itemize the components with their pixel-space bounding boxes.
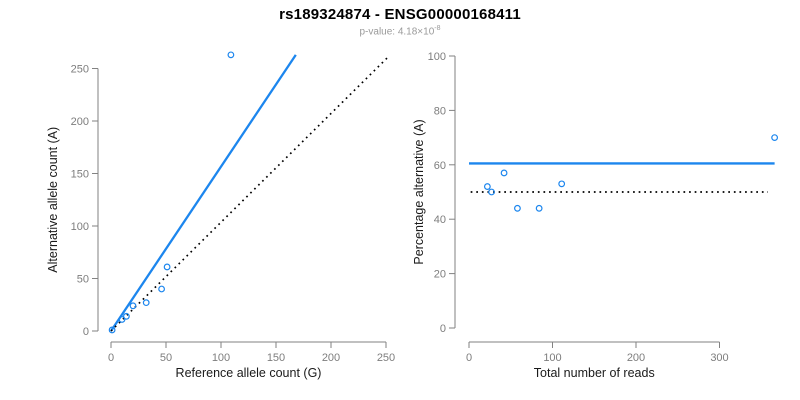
y-tick-label: 0 bbox=[440, 323, 446, 335]
data-point bbox=[558, 180, 566, 188]
fit-line bbox=[110, 54, 297, 332]
y-tick-label: 0 bbox=[83, 326, 89, 338]
x-tick-label: 150 bbox=[267, 352, 285, 364]
y-tick-label: 60 bbox=[434, 160, 446, 172]
data-point bbox=[142, 299, 150, 307]
x-axis-title: Reference allele count (G) bbox=[176, 366, 322, 380]
x-tick-label: 200 bbox=[322, 352, 340, 364]
data-point bbox=[129, 302, 137, 310]
y-tick-label: 40 bbox=[434, 214, 446, 226]
data-point bbox=[514, 204, 521, 212]
data-points bbox=[108, 51, 235, 334]
x-tick-label: 100 bbox=[543, 352, 561, 364]
pvalue-subtitle: p-value: 4.18×10-8 bbox=[0, 25, 800, 37]
x-tick-label: 250 bbox=[377, 352, 395, 364]
percentage-alternative-scatter: 0 100 200 300 Total number of reads 0 20 40 60 80… bbox=[412, 51, 779, 380]
identity-line bbox=[110, 57, 388, 332]
y-tick-label: 20 bbox=[434, 269, 446, 281]
data-point bbox=[227, 51, 235, 59]
data-points bbox=[483, 134, 779, 212]
data-point bbox=[483, 183, 491, 190]
data-point bbox=[118, 316, 126, 323]
x-tick-label: 200 bbox=[627, 352, 645, 364]
x-axis: 0 100 200 300 Total number of reads bbox=[466, 341, 729, 380]
y-tick-label: 50 bbox=[77, 274, 89, 286]
x-tick-label: 100 bbox=[212, 352, 230, 364]
data-point bbox=[535, 204, 543, 212]
data-point bbox=[158, 285, 166, 293]
data-point bbox=[488, 188, 495, 196]
data-point bbox=[771, 134, 779, 142]
data-point bbox=[122, 312, 130, 320]
y-tick-label: 250 bbox=[71, 64, 89, 76]
x-tick-label: 0 bbox=[466, 352, 472, 364]
pvalue-exponent: -8 bbox=[434, 25, 441, 32]
data-point bbox=[163, 263, 171, 271]
x-tick-label: 50 bbox=[160, 352, 172, 364]
data-point bbox=[108, 326, 116, 334]
x-tick-label: 300 bbox=[710, 352, 728, 364]
y-tick-label: 100 bbox=[428, 51, 446, 63]
y-tick-label: 100 bbox=[71, 221, 89, 233]
y-axis-title: Percentage alternative (A) bbox=[412, 119, 426, 264]
x-axis: 0 50 100 150 200 250 Reference allele count (G… bbox=[108, 341, 395, 380]
y-tick-label: 80 bbox=[434, 105, 446, 117]
pvalue-text: p-value: 4.18×10 bbox=[359, 26, 435, 38]
y-axis: 0 50 100 150 200 250 Alternative allele count … bbox=[46, 64, 99, 338]
y-axis: 0 20 40 60 80 100 Percentage alternative (A) bbox=[412, 51, 456, 335]
y-tick-label: 150 bbox=[71, 169, 89, 181]
x-axis-title: Total number of reads bbox=[534, 366, 655, 380]
y-axis-title: Alternative allele count (A) bbox=[46, 127, 60, 273]
figure-header: rs189324874 - ENSG00000168411 p-value: 4… bbox=[0, 0, 800, 37]
y-tick-label: 200 bbox=[71, 116, 89, 128]
allele-counts-scatter: 0 50 100 150 200 250 Reference allele count (G… bbox=[46, 51, 395, 380]
x-tick-label: 0 bbox=[108, 352, 114, 364]
data-point bbox=[500, 169, 508, 177]
page-title: rs189324874 - ENSG00000168411 bbox=[279, 6, 521, 23]
